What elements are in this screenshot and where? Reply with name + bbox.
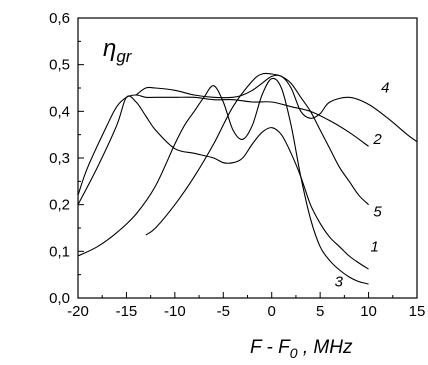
x-tick-label: -5 [217,303,230,320]
x-tick-label: -15 [116,303,138,320]
x-tick-label: 0 [268,303,276,320]
y-tick-label: 0,3 [49,150,70,167]
y-tick-label: 0,6 [49,10,70,27]
x-tick-label: -20 [67,303,89,320]
y-tick-label: 0,2 [49,197,70,214]
series-label-2: 2 [372,131,382,148]
y-tick-label: 0,0 [49,290,70,307]
y-axis-title: ηgr [103,35,133,66]
series-label-4: 4 [381,80,389,97]
series-label-1: 1 [371,238,379,255]
series-curves [77,72,418,285]
y-tick-label: 0,4 [49,103,70,120]
plot-frame [77,17,418,299]
x-tick-label: -10 [164,303,186,320]
series-line-1 [77,95,369,270]
series-labels: 1 2 3 4 5 [335,80,390,291]
y-tick-label: 0,1 [49,243,70,260]
y-tick-label: 0,5 [49,57,70,74]
axis-tick-labels: -20 -15 -10 -5 0 5 10 150,00,10,20,30,40,50,6 [49,10,425,320]
series-label-5: 5 [373,203,382,220]
x-tick-label: 5 [316,303,324,320]
series-line-5 [145,72,369,236]
x-tick-label: 15 [409,303,426,320]
series-label-3: 3 [335,273,344,290]
series-line-3 [77,77,369,285]
x-tick-label: 10 [360,303,377,320]
x-axis-title: F - F0 , MHz [250,337,353,361]
